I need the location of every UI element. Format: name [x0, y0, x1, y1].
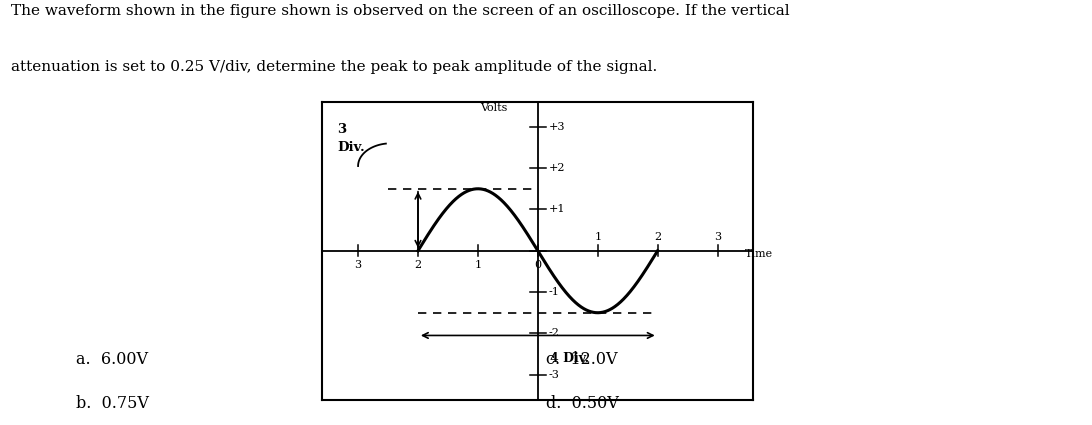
- Text: 1: 1: [474, 260, 482, 270]
- Text: +1: +1: [548, 204, 565, 215]
- Text: The waveform shown in the figure shown is observed on the screen of an oscillosc: The waveform shown in the figure shown i…: [11, 4, 790, 18]
- Text: -1: -1: [548, 287, 559, 297]
- Text: 1: 1: [594, 232, 602, 242]
- Text: Div.: Div.: [337, 141, 365, 154]
- Text: c.  12.0V: c. 12.0V: [546, 351, 617, 368]
- Text: 2: 2: [654, 232, 661, 242]
- Text: 3: 3: [714, 232, 721, 242]
- Text: 3: 3: [355, 260, 361, 270]
- Text: 0: 0: [534, 260, 542, 270]
- Text: 4 Div.: 4 Div.: [549, 352, 589, 365]
- Text: Time: Time: [745, 249, 773, 259]
- Text: +2: +2: [548, 163, 565, 173]
- Text: attenuation is set to 0.25 V/div, determine the peak to peak amplitude of the si: attenuation is set to 0.25 V/div, determ…: [11, 60, 657, 74]
- Text: 2: 2: [415, 260, 422, 270]
- Text: +3: +3: [548, 122, 565, 132]
- Text: d.  0.50V: d. 0.50V: [546, 395, 619, 412]
- Text: 3: 3: [337, 123, 346, 136]
- Text: b.  0.75V: b. 0.75V: [76, 395, 150, 412]
- Text: -2: -2: [548, 329, 559, 338]
- Text: Volts: Volts: [480, 103, 508, 113]
- Text: a.  6.00V: a. 6.00V: [76, 351, 149, 368]
- Text: -3: -3: [548, 370, 559, 380]
